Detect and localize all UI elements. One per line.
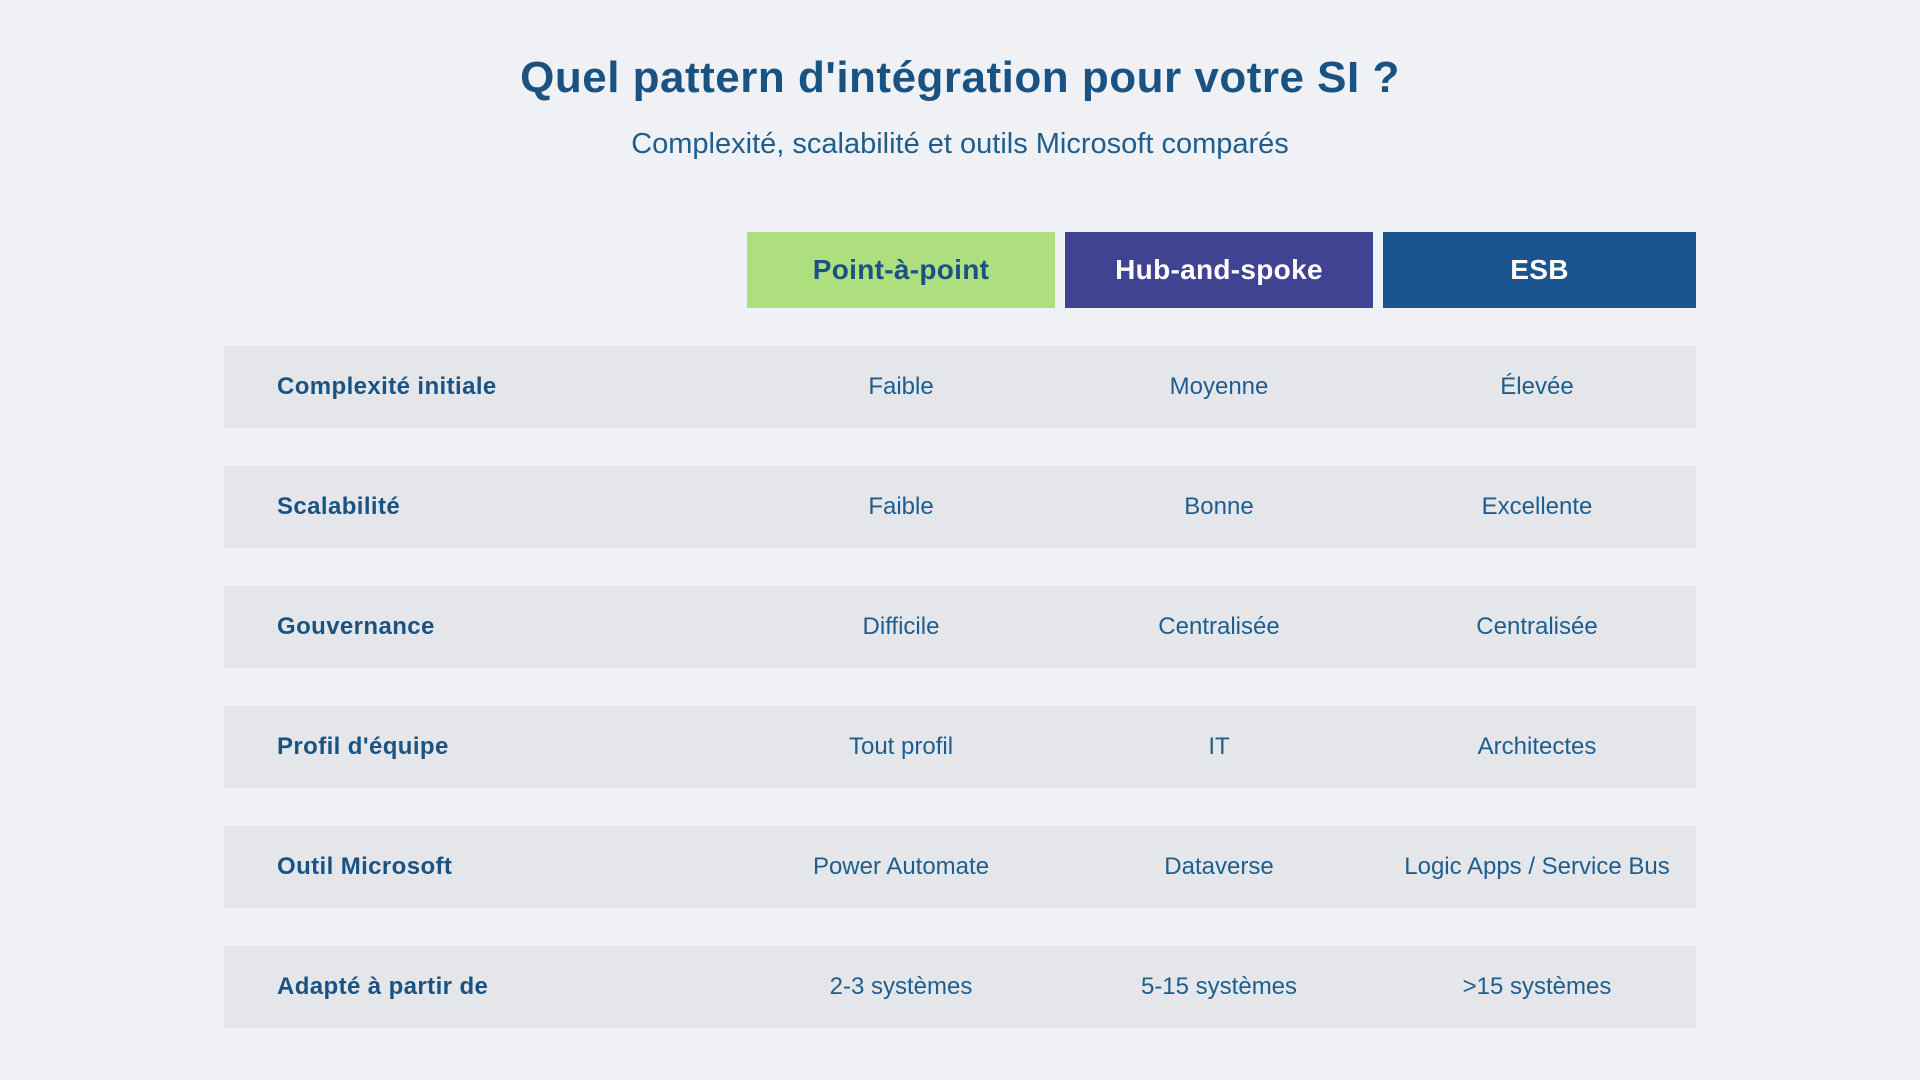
cell-point-a-point: Faible [868, 372, 934, 400]
cell-hub-and-spoke: Centralisée [1158, 612, 1280, 640]
table-row: Gouvernance Difficile Centralisée Centrali… [224, 585, 1696, 668]
cell-hub-and-spoke: 5-15 systèmes [1140, 972, 1298, 1000]
row-label: Outil Microsoft [277, 852, 453, 880]
table-row: Outil Microsoft Power Automate Dataverse L… [224, 825, 1696, 908]
cell-point-a-point: 2-3 systèmes [829, 972, 973, 1000]
page-title: Quel pattern d'intégration pour votre SI… [520, 53, 1400, 102]
table-row: Adapté à partir de 2-3 systèmes 5-15 syst… [224, 945, 1696, 1028]
row-label: Profil d'équipe [277, 732, 449, 760]
row-label: Scalabilité [277, 492, 401, 520]
cell-hub-and-spoke: Moyenne [1169, 372, 1269, 400]
column-header-esb: ESB [1383, 231, 1696, 308]
cell-hub-and-spoke: Bonne [1184, 492, 1254, 520]
column-header-point-a-point: Point-à-point [747, 231, 1055, 308]
cell-esb: Architectes [1477, 732, 1597, 760]
cell-esb: Excellente [1481, 492, 1593, 520]
row-label: Adapté à partir de [277, 972, 489, 1000]
comparison-table: Point-à-point Hub-and-spoke ESB Complexité… [224, 231, 1696, 1028]
cell-point-a-point: Difficile [862, 612, 940, 640]
header-spacer [224, 232, 742, 308]
table-row: Complexité initiale Faible Moyenne Élevée [224, 345, 1696, 428]
cell-point-a-point: Power Automate [812, 852, 990, 880]
cell-esb: >15 systèmes [1462, 972, 1612, 1000]
column-header-row: Point-à-point Hub-and-spoke ESB [224, 231, 1696, 308]
page-subtitle: Complexité, scalabilité et outils Micros… [631, 127, 1289, 160]
cell-hub-and-spoke: IT [1208, 732, 1230, 760]
cell-esb: Centralisée [1476, 612, 1598, 640]
cell-hub-and-spoke: Dataverse [1164, 852, 1274, 880]
cell-esb: Élevée [1500, 372, 1574, 400]
table-row: Profil d'équipe Tout profil IT Architectes [224, 705, 1696, 788]
cell-point-a-point: Tout profil [848, 732, 954, 760]
cell-point-a-point: Faible [868, 492, 934, 520]
column-header-hub-and-spoke: Hub-and-spoke [1065, 231, 1373, 308]
row-label: Gouvernance [277, 612, 435, 640]
table-row: Scalabilité Faible Bonne Excellente [224, 465, 1696, 548]
row-label: Complexité initiale [277, 372, 497, 400]
cell-esb: Logic Apps / Service Bus [1404, 852, 1670, 880]
